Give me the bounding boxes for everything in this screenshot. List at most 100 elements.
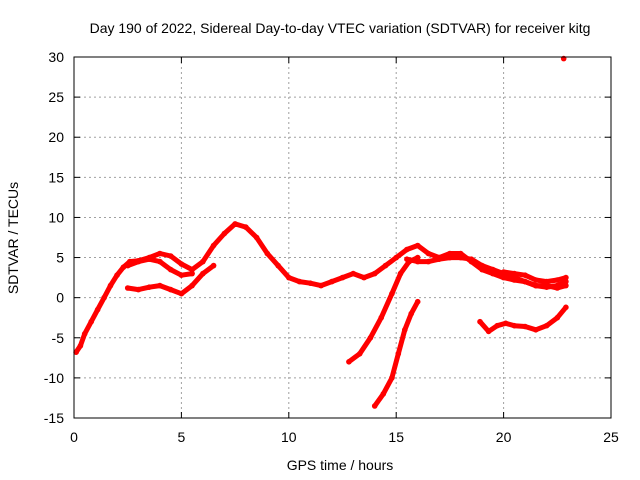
data-point [447,254,453,261]
data-point [408,310,415,317]
data-point [494,322,501,329]
data-point [167,253,174,259]
data-point [378,314,385,321]
data-point [371,270,378,277]
y-tick-label: 20 [48,129,64,145]
data-point [457,250,464,257]
data-point [146,256,152,263]
data-point [447,250,453,257]
series-upper-loop [124,256,195,279]
data-point [533,327,539,333]
data-point [485,328,492,335]
data-point [189,282,195,289]
data-point [77,343,84,349]
data-point [533,277,539,283]
data-point [178,290,185,297]
data-point [124,285,131,291]
x-axis-label: GPS time / hours [287,457,394,473]
data-point [380,391,387,397]
data-point [88,318,94,325]
x-tick-label: 10 [281,429,297,445]
data-point [339,274,346,281]
series-late-segment [477,304,569,335]
data-point [135,286,142,293]
data-point [361,274,367,281]
data-point [167,266,174,273]
data-point [543,322,550,329]
y-tick-label: 30 [48,49,64,65]
data-point [414,242,421,249]
data-point [167,286,174,293]
plot-frame [73,56,612,419]
data-point [468,256,475,263]
data-point [554,314,561,321]
data-point [296,278,303,285]
data-point [500,269,507,275]
data-point [406,258,412,265]
data-point [511,270,518,277]
y-tick-label: -15 [44,410,64,426]
data-point [479,262,485,269]
y-tick-label: 0 [56,290,64,306]
data-point [189,266,195,273]
data-point [367,335,374,341]
data-point [329,278,335,285]
data-point [563,274,569,281]
data-point [490,266,496,273]
data-point [389,290,395,297]
x-tick-label: 20 [496,429,512,445]
data-point [124,262,131,269]
x-tick-label: 0 [70,429,78,445]
data-point [389,375,395,381]
series-lower-loop [124,262,217,297]
data-point [404,246,410,253]
data-point [275,262,281,269]
data-point [146,284,152,291]
chart-title: Day 190 of 2022, Sidereal Day-to-day VTE… [90,20,591,36]
data-point [253,234,260,241]
data-point [114,272,120,279]
data-point [522,278,528,285]
series-line [404,255,569,290]
series-parallel-track [404,254,569,291]
data-point [425,258,432,265]
data-point [425,250,432,257]
y-tick-label: -5 [52,330,65,346]
data-point [307,280,314,287]
data-point [402,327,408,333]
data-point [371,403,378,409]
data-point [457,254,464,261]
data-point [221,230,228,237]
y-tick-label: 10 [48,209,64,225]
data-point [81,331,88,337]
x-tick-label: 15 [388,429,404,445]
data-point [318,282,324,289]
data-point [554,282,561,289]
data-point [210,242,217,249]
data-point [511,322,518,329]
data-point [286,274,292,281]
x-tick-label: 25 [603,429,619,445]
y-tick-label: 15 [48,169,64,185]
y-tick-label: 5 [56,250,64,266]
axis-ticks: 0 5 10 15 20 25 -15 -10 -5 0 5 10 15 20 25 30 [44,49,619,445]
data-point [522,272,528,279]
data-point [395,351,402,357]
data-point [178,272,185,279]
data-series [73,55,569,409]
data-point [543,284,550,291]
data-point [356,351,363,357]
data-point [393,254,400,261]
x-tick-label: 5 [178,429,186,445]
data-point [101,294,107,301]
data-point [264,250,271,257]
series-steep-rise-1 [346,254,421,365]
y-tick-label: -10 [44,370,64,386]
data-point [189,270,195,277]
data-point [502,320,509,327]
data-point [543,278,550,285]
data-point [135,258,142,265]
series-line [477,304,569,334]
